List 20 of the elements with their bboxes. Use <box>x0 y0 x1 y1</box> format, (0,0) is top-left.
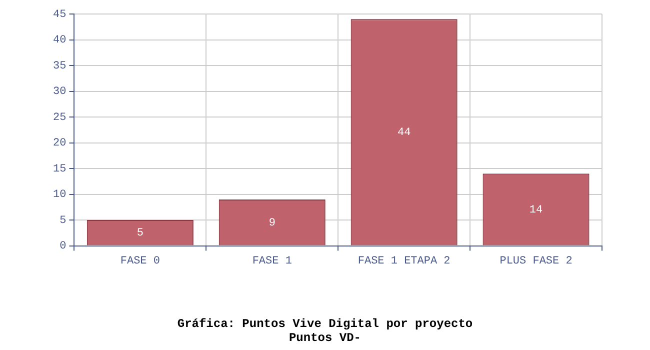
data-label: 14 <box>529 204 544 216</box>
x-tick-label: FASE 0 <box>120 255 160 268</box>
y-tick-label: 10 <box>53 189 66 202</box>
y-tick-label: 35 <box>53 60 66 72</box>
data-label: 5 <box>136 228 144 240</box>
y-tick-label: 25 <box>53 112 66 124</box>
y-tick-label: 15 <box>53 163 66 176</box>
x-tick-label: FASE 1 ETAPA 2 <box>358 255 450 268</box>
y-tick-label: 40 <box>53 34 66 47</box>
y-tick-label: 20 <box>53 138 66 150</box>
y-tick-label: 5 <box>60 214 66 227</box>
data-label: 9 <box>268 217 276 230</box>
text: Puntos VD- <box>288 331 362 345</box>
data-label: 44 <box>397 127 412 140</box>
y-tick-label: 45 <box>53 8 66 21</box>
y-tick-label: 0 <box>60 240 66 253</box>
text: Gráfica: Puntos Vive Digital por proyecto <box>176 317 474 331</box>
y-tick-label: 30 <box>53 86 66 98</box>
x-tick-label: FASE 1 <box>252 255 292 268</box>
x-tick-label: PLUS FASE 2 <box>500 255 572 268</box>
